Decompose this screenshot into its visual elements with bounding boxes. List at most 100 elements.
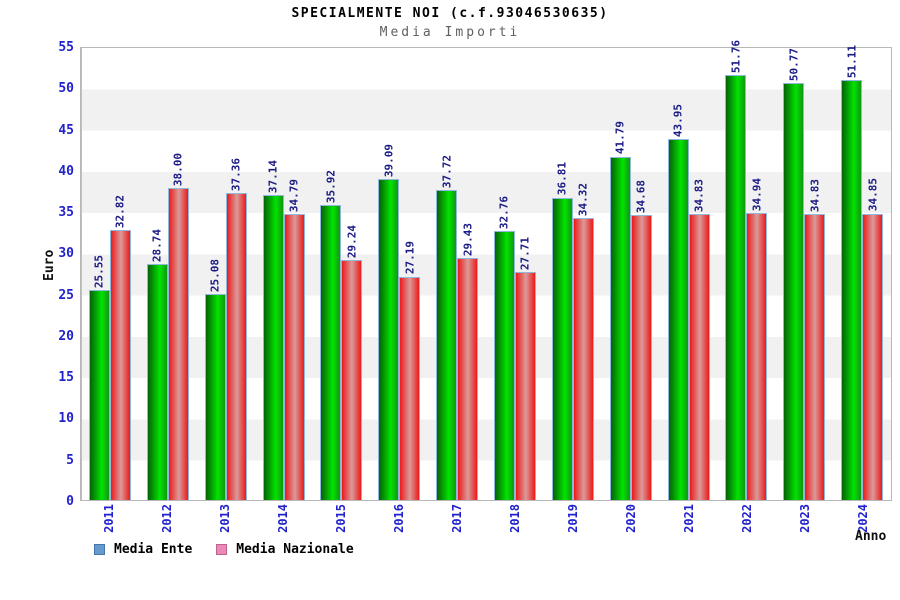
bar-value-label: 34.83 — [808, 178, 822, 212]
y-tick-35: 35 — [58, 205, 74, 221]
x-tick-2013: 2013 — [218, 504, 232, 533]
bar-value-label: 37.36 — [229, 157, 243, 191]
x-tick-2021: 2021 — [682, 504, 696, 533]
bar-value-label: 43.95 — [671, 103, 685, 137]
bar-media-nazionale-2019: 34.32 — [572, 183, 594, 500]
bar-value-label: 41.79 — [613, 121, 627, 155]
chart-legend: Media Ente Media Nazionale — [94, 542, 354, 557]
legend-label-media-nazionale: Media Nazionale — [236, 542, 354, 557]
x-tick-2012: 2012 — [160, 504, 174, 533]
bar-group-2020: 41.79 34.68 — [602, 48, 660, 500]
y-tick-30: 30 — [58, 246, 74, 262]
y-tick-25: 25 — [58, 287, 74, 303]
bar-media-ente-2018: 32.76 — [493, 196, 515, 500]
bar-media-ente-2016: 39.09 — [378, 144, 400, 500]
bar-group-2023: 50.77 34.83 — [775, 48, 833, 500]
bar-media-ente-2020: 41.79 — [609, 121, 631, 500]
x-tick-2017: 2017 — [450, 504, 464, 533]
bar-value-label: 27.71 — [518, 237, 532, 271]
x-tick-2016: 2016 — [392, 504, 406, 533]
bar-media-ente-2023: 50.77 — [783, 48, 805, 500]
legend-swatch-media-nazionale — [216, 544, 228, 555]
bar-group-2017: 37.72 29.43 — [428, 48, 486, 500]
x-tick-cell-2021: 2021 — [660, 504, 718, 533]
x-tick-cell-2018: 2018 — [486, 504, 544, 533]
bar-media-ente-2011: 25.55 — [88, 255, 110, 500]
bar-group-2024: 51.11 34.85 — [833, 44, 891, 500]
bar-value-label: 51.76 — [729, 39, 743, 73]
x-tick-cell-2015: 2015 — [312, 504, 370, 533]
bar-value-label: 51.11 — [845, 44, 859, 78]
bar-media-nazionale-2024: 34.85 — [862, 178, 884, 500]
bar-value-label: 28.74 — [150, 228, 164, 262]
x-tick-cell-2023: 2023 — [776, 504, 834, 533]
bar-group-2011: 25.55 32.82 — [81, 48, 139, 500]
x-tick-cell-2014: 2014 — [254, 504, 312, 533]
legend-label-media-ente: Media Ente — [114, 542, 193, 557]
x-tick-cell-2017: 2017 — [428, 504, 486, 533]
legend-item-media-nazionale: Media Nazionale — [216, 542, 354, 557]
x-tick-2015: 2015 — [334, 504, 348, 533]
bar-value-label: 39.09 — [382, 143, 396, 177]
bar-value-label: 37.14 — [266, 159, 280, 193]
bar-media-ente-2012: 28.74 — [146, 229, 168, 500]
y-tick-45: 45 — [58, 122, 74, 138]
bar-group-2014: 37.14 34.79 — [255, 48, 313, 500]
bar-media-ente-2021: 43.95 — [667, 104, 689, 500]
bar-media-ente-2014: 37.14 — [262, 160, 284, 500]
x-tick-2020: 2020 — [624, 504, 638, 533]
x-tick-2023: 2023 — [798, 504, 812, 533]
bar-value-label: 29.24 — [345, 224, 359, 258]
bar-media-nazionale-2018: 27.71 — [514, 237, 536, 500]
bar-media-nazionale-2023: 34.83 — [804, 179, 826, 500]
bar-value-label: 34.32 — [576, 182, 590, 216]
bar-group-2015: 35.92 29.24 — [312, 48, 370, 500]
bar-value-label: 36.81 — [555, 162, 569, 196]
bar-media-ente-2022: 51.76 — [725, 40, 747, 500]
bar-group-2018: 32.76 27.71 — [486, 48, 544, 500]
bar-value-label: 34.79 — [287, 178, 301, 213]
bar-media-nazionale-2017: 29.43 — [457, 223, 479, 500]
bar-media-nazionale-2014: 34.79 — [283, 179, 305, 500]
bar-group-2016: 39.09 27.19 — [370, 48, 428, 500]
bar-group-2022: 51.76 34.94 — [717, 40, 775, 500]
legend-swatch-media-ente — [94, 544, 105, 555]
y-axis-title: Euro — [42, 249, 57, 281]
bar-value-label: 50.77 — [787, 47, 801, 81]
bar-value-label: 25.08 — [208, 258, 222, 292]
bar-media-nazionale-2011: 32.82 — [109, 195, 131, 500]
bar-value-label: 29.43 — [461, 223, 475, 257]
y-tick-55: 55 — [58, 40, 74, 55]
x-tick-cell-2019: 2019 — [544, 504, 602, 533]
x-tick-cell-2013: 2013 — [196, 504, 254, 533]
x-tick-cell-2016: 2016 — [370, 504, 428, 533]
bar-media-nazionale-2020: 34.68 — [630, 180, 652, 500]
bars-container: 25.55 32.82 28.74 38.00 25.08 37.36 37.14 34.79… — [81, 40, 891, 500]
x-axis-ticks: 2011 2012 2013 2014 2015 2016 2017 2018 2019 2020… — [80, 504, 892, 533]
x-tick-2011: 2011 — [102, 504, 116, 533]
chart-subtitle: Media Importi — [379, 25, 521, 40]
bar-media-ente-2015: 35.92 — [320, 170, 342, 500]
y-tick-50: 50 — [58, 81, 74, 97]
bar-value-label: 34.94 — [750, 177, 764, 211]
bar-group-2021: 43.95 34.83 — [660, 48, 718, 500]
bar-value-label: 37.72 — [440, 154, 454, 189]
bar-group-2019: 36.81 34.32 — [544, 48, 602, 500]
bar-value-label: 25.55 — [92, 254, 106, 289]
bar-value-label: 27.19 — [403, 241, 417, 275]
x-axis-title: Anno — [855, 529, 887, 544]
bar-media-nazionale-2015: 29.24 — [341, 225, 363, 500]
plot-area: 25.55 32.82 28.74 38.00 25.08 37.36 37.14 34.79… — [80, 40, 892, 501]
y-axis-ticks: 0 5 10 15 20 25 30 35 40 45 50 55 — [0, 41, 74, 508]
x-tick-2014: 2014 — [276, 504, 290, 533]
y-tick-20: 20 — [58, 328, 74, 344]
x-tick-2018: 2018 — [508, 504, 522, 533]
x-tick-cell-2022: 2022 — [718, 504, 776, 533]
bar-media-nazionale-2016: 27.19 — [399, 241, 421, 500]
x-tick-cell-2012: 2012 — [138, 504, 196, 533]
y-tick-40: 40 — [58, 163, 74, 179]
x-tick-2022: 2022 — [740, 504, 754, 533]
bar-media-nazionale-2013: 37.36 — [225, 158, 247, 500]
bar-group-2013: 25.08 37.36 — [197, 48, 255, 500]
